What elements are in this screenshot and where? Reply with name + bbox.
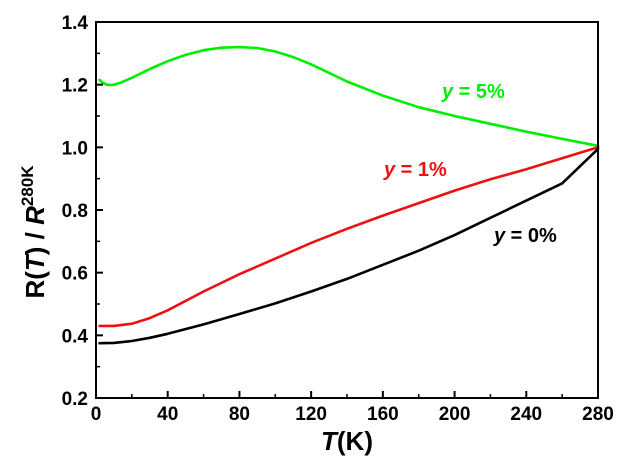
x-tick-label: 160 [367, 404, 399, 425]
y-tick-label: 0.4 [62, 326, 89, 347]
y-axis-title-slash: / [20, 225, 50, 247]
y-tick-label: 1.0 [62, 138, 88, 159]
series-layer [98, 45, 600, 345]
y-axis-title-num-var: T [20, 253, 50, 271]
y-axis-title: R(T) / R280K [18, 165, 50, 299]
y-tick-label: 0.6 [62, 264, 88, 285]
y-tick-label: 1.4 [62, 13, 89, 34]
x-tick-label: 280 [582, 404, 614, 425]
x-axis-title-var: T [321, 426, 339, 456]
x-tick-label: 120 [295, 404, 327, 425]
x-tick-label: 200 [439, 404, 471, 425]
x-tick-label: 40 [157, 404, 178, 425]
labels-layer: 0 40 80 120 160 200 240 280 0.2 0.4 0.6 0.8 1.0 1.2 1.… [62, 13, 614, 425]
y-axis-title-den: R [20, 206, 50, 225]
series-line [98, 45, 600, 148]
plot-frame [95, 21, 599, 399]
x-axis-title-unit: (K) [337, 426, 373, 456]
y-axis-title-num-close: ) [20, 247, 50, 256]
x-tick-label: 0 [91, 404, 102, 425]
x-tick-label: 240 [510, 404, 542, 425]
series-label: y = 0% [493, 225, 557, 247]
series-line [98, 146, 600, 328]
y-tick-label: 0.2 [62, 389, 88, 410]
y-axis-title-num: R( [20, 271, 50, 299]
y-tick-label: 0.8 [62, 201, 88, 222]
y-tick-label: 1.2 [62, 76, 88, 97]
series-line [98, 147, 600, 345]
y-axis-title-sup: 280K [18, 165, 37, 206]
ticks-layer [95, 21, 599, 399]
series-label: y = 5% [441, 81, 505, 103]
x-axis-title: T(K) [321, 426, 373, 456]
x-tick-label: 80 [229, 404, 250, 425]
series-label: y = 1% [383, 159, 447, 181]
